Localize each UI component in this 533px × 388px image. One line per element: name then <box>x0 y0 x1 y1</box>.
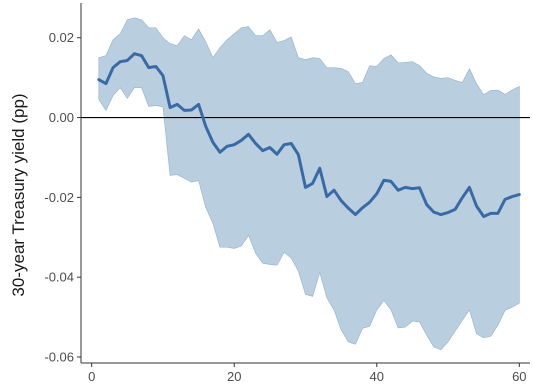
x-tick-label: 60 <box>512 369 526 384</box>
x-tick-label: 20 <box>227 369 241 384</box>
y-tick-label: -0.04 <box>44 270 74 285</box>
point-estimate-line <box>97 52 521 219</box>
point-estimate-layer <box>97 52 521 219</box>
y-tick-label: -0.02 <box>44 190 74 205</box>
axes <box>77 3 530 367</box>
y-axis-title: 30-year Treasury yield (pp) <box>9 93 28 296</box>
tick-labels: 0.02 0.00 -0.02 -0.04 -0.06 0 20 40 60 <box>44 30 526 384</box>
x-tick-label: 0 <box>88 369 95 384</box>
x-tick-label: 40 <box>370 369 384 384</box>
y-tick-label: -0.06 <box>44 350 74 365</box>
y-tick-label: 0.02 <box>49 30 74 45</box>
y-tick-label: 0.00 <box>49 110 74 125</box>
